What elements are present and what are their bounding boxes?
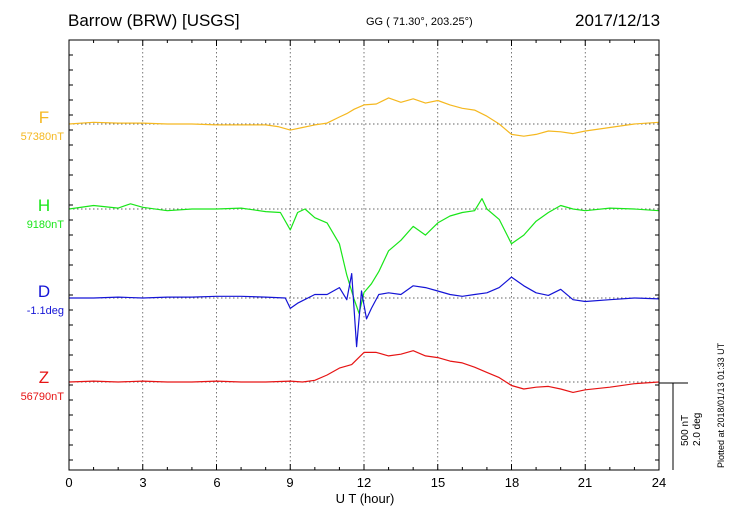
series-line-h — [68, 198, 660, 314]
x-tick-label: 12 — [356, 475, 372, 490]
station-title: Barrow (BRW) [USGS] — [68, 11, 240, 30]
x-tick-label: 3 — [139, 475, 147, 490]
series-name-d: D — [37, 282, 51, 301]
scale-label-nt: 500 nT — [680, 414, 691, 446]
coordinates-label: GG ( 71.30°, 203.25°) — [366, 16, 473, 28]
series-baseline-d: -1.1deg — [26, 305, 64, 317]
x-ticks — [68, 40, 660, 470]
x-tick-label: 21 — [577, 475, 593, 490]
x-tick-label: 0 — [65, 475, 73, 490]
series-baseline-z: 56790nT — [20, 391, 64, 403]
date-label: 2017/12/13 — [575, 11, 661, 30]
scale-bar — [659, 382, 688, 470]
series-baseline-h: 9180nT — [26, 219, 64, 231]
x-tick-label: 18 — [504, 475, 520, 490]
scale-label-deg: 2.0 deg — [692, 412, 703, 446]
x-axis-label: U T (hour) — [335, 491, 395, 506]
x-tick-label: 9 — [286, 475, 294, 490]
series-line-z — [68, 350, 660, 393]
series-line-f — [68, 97, 660, 137]
series-line-d — [69, 273, 660, 348]
x-tick-label: 6 — [213, 475, 221, 490]
series-baseline-f: 57380nT — [20, 131, 64, 143]
series-name-h: H — [37, 196, 51, 215]
x-tick-label: 24 — [651, 475, 667, 490]
x-tick-label: 15 — [430, 475, 446, 490]
series-layer — [68, 97, 660, 393]
series-name-z: Z — [38, 368, 50, 387]
plot-timestamp: Plotted at 2018/01/13 01:33 UT — [716, 342, 726, 468]
series-name-f: F — [38, 108, 50, 127]
